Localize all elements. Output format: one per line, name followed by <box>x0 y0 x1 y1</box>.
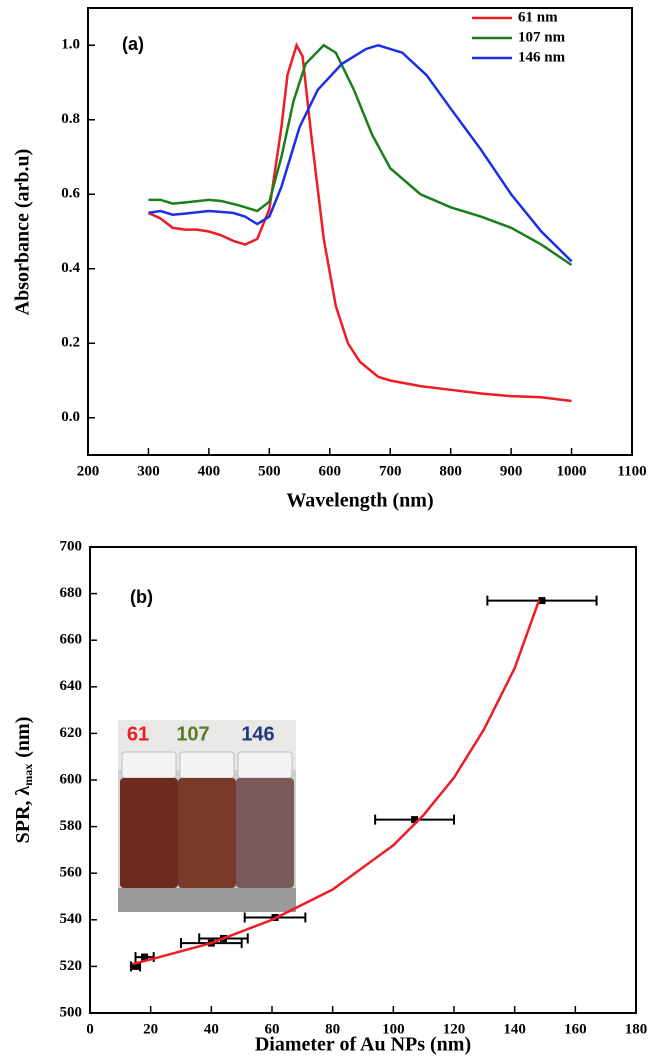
y-tick-label: 0.6 <box>61 186 80 202</box>
x-tick-label: 20 <box>143 1021 158 1037</box>
x-tick-label: 160 <box>564 1021 587 1037</box>
photo-table <box>118 888 296 912</box>
x-tick-label: 180 <box>625 1021 648 1037</box>
y-tick-label: 680 <box>60 585 83 601</box>
y-tick-label: 580 <box>60 818 83 834</box>
x-tick-label: 200 <box>77 463 100 479</box>
x-axis-title: Diameter of Au NPs (nm) <box>255 1034 471 1056</box>
cap <box>237 751 293 779</box>
vial <box>120 778 178 888</box>
x-tick-label: 100 <box>382 1021 405 1037</box>
data-point <box>141 953 149 961</box>
cap <box>179 751 235 779</box>
inset-photo <box>118 720 296 912</box>
y-tick-label: 500 <box>60 1004 83 1020</box>
x-tick-label: 40 <box>204 1021 219 1037</box>
data-line <box>148 43 573 267</box>
y-title-sub: max <box>21 764 35 786</box>
y-tick-label: 0.2 <box>61 335 80 351</box>
legend-label: 61 nm <box>518 9 558 25</box>
x-tick-label: 500 <box>258 463 281 479</box>
x-tick-label: 1000 <box>557 463 587 479</box>
y-tick-label: 700 <box>60 538 83 554</box>
panel-b-label: (b) <box>130 587 153 607</box>
y-tick-label: 620 <box>60 725 83 741</box>
inset-label: 107 <box>176 723 209 745</box>
y-tick-label: 540 <box>60 911 83 927</box>
vial <box>178 778 236 888</box>
x-tick-label: 300 <box>137 463 160 479</box>
y-tick-label: 660 <box>60 632 83 648</box>
y-tick-label: 640 <box>60 678 83 694</box>
data-point <box>132 962 139 970</box>
legend-label: 107 nm <box>518 29 566 45</box>
y-tick-label: 560 <box>60 865 83 881</box>
x-axis-title: Wavelength (nm) <box>286 490 433 512</box>
y-axis-title: SPR, λmax (nm) <box>12 717 35 844</box>
x-tick-label: 120 <box>443 1021 466 1037</box>
y-tick-label: 520 <box>60 958 83 974</box>
x-tick-label: 140 <box>503 1021 526 1037</box>
y-tick-label: 600 <box>60 771 83 787</box>
panel-a-label: (a) <box>122 34 144 54</box>
y-tick-label: 0.4 <box>61 260 80 276</box>
x-tick-label: 400 <box>198 463 221 479</box>
data-point <box>538 597 546 605</box>
inset-label: 61 <box>127 723 149 745</box>
y-tick-label: 0.8 <box>61 111 80 127</box>
y-title-unit: (nm) <box>12 717 34 758</box>
y-tick-label: 1.0 <box>61 37 80 53</box>
data-line <box>147 42 572 403</box>
y-axis-title: Absorbance (arb.u) <box>12 149 34 316</box>
y-tick-label: 0.0 <box>61 409 80 425</box>
x-tick-label: 1100 <box>617 463 646 479</box>
x-tick-label: 800 <box>439 463 462 479</box>
legend-label: 146 nm <box>518 49 566 65</box>
data-line <box>148 43 573 263</box>
x-tick-label: 80 <box>325 1021 340 1037</box>
x-tick-label: 900 <box>500 463 523 479</box>
x-tick-label: 700 <box>379 463 402 479</box>
x-tick-label: 600 <box>319 463 342 479</box>
y-title-main: SPR, λ <box>12 786 34 844</box>
data-line <box>132 600 541 966</box>
vial <box>236 778 294 888</box>
cap <box>121 751 177 779</box>
data-point <box>411 816 419 824</box>
x-tick-label: 0 <box>86 1021 94 1037</box>
inset-label: 146 <box>241 723 274 745</box>
plot-frame <box>87 7 633 456</box>
x-tick-label: 60 <box>265 1021 280 1037</box>
